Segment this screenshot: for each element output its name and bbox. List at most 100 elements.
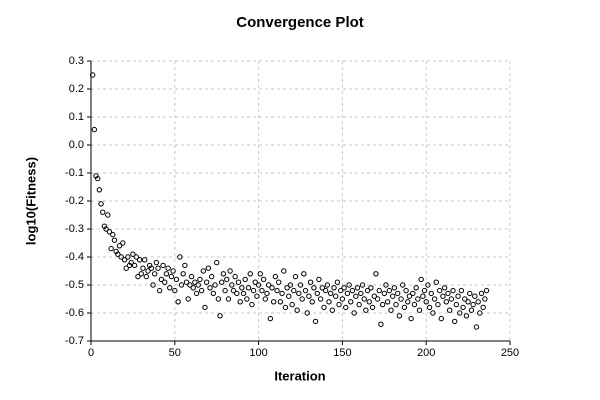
point: [395, 290, 401, 297]
point: [128, 259, 134, 266]
point: [408, 315, 414, 322]
point: [153, 259, 160, 266]
point: [448, 296, 455, 302]
point: [482, 296, 488, 302]
x-tick-label: 150: [333, 347, 351, 359]
point: [381, 290, 387, 297]
point: [316, 276, 322, 283]
point: [364, 287, 371, 294]
point: [106, 229, 113, 235]
point: [299, 296, 305, 302]
point: [89, 72, 96, 78]
point: [265, 282, 272, 288]
chart-title: Convergence Plot: [236, 14, 364, 31]
point: [227, 268, 233, 274]
point: [212, 282, 218, 288]
point: [257, 271, 263, 277]
point: [141, 257, 148, 263]
point: [478, 290, 485, 297]
point: [403, 287, 409, 294]
point: [343, 304, 349, 311]
point: [361, 296, 367, 302]
point: [98, 201, 104, 207]
point: [172, 287, 178, 294]
point: [368, 285, 374, 291]
point: [255, 282, 262, 288]
point: [455, 293, 461, 299]
point: [388, 307, 394, 313]
point: [262, 296, 269, 302]
point: [192, 279, 198, 285]
point: [143, 273, 150, 280]
point: [473, 324, 480, 330]
point: [96, 187, 103, 193]
point: [398, 296, 404, 302]
point: [116, 243, 123, 249]
point: [183, 279, 190, 285]
point: [321, 304, 327, 311]
point: [411, 301, 418, 308]
point: [130, 251, 136, 257]
point: [111, 237, 118, 243]
point: [279, 290, 285, 297]
point: [363, 307, 369, 313]
point: [140, 265, 146, 271]
point: [264, 290, 270, 297]
point: [453, 301, 460, 308]
point: [296, 290, 302, 297]
point: [225, 296, 232, 302]
point: [286, 293, 292, 299]
point: [428, 290, 434, 297]
point: [311, 285, 317, 291]
point: [110, 231, 116, 238]
point: [413, 285, 419, 291]
point: [332, 293, 339, 299]
y-axis-label: log10(Fitness): [23, 157, 38, 245]
point: [205, 265, 212, 271]
point: [401, 304, 408, 311]
point: [366, 299, 372, 305]
point: [177, 254, 183, 260]
point: [259, 287, 265, 294]
point: [125, 254, 131, 260]
point: [326, 299, 332, 305]
point: [317, 296, 324, 302]
point: [306, 293, 312, 299]
point: [339, 296, 346, 302]
point: [249, 301, 255, 308]
point: [220, 271, 227, 277]
point: [210, 290, 217, 297]
point: [418, 276, 424, 283]
point: [163, 271, 170, 277]
point: [282, 304, 289, 311]
point: [322, 287, 329, 294]
point: [463, 313, 470, 319]
point: [426, 304, 433, 311]
point: [406, 293, 413, 299]
point: [198, 287, 205, 294]
point: [281, 268, 287, 274]
point: [294, 307, 300, 313]
point: [472, 293, 478, 299]
point: [369, 304, 376, 311]
point: [131, 262, 138, 269]
point: [157, 287, 163, 294]
point: [95, 175, 101, 182]
point: [108, 245, 114, 252]
point: [319, 285, 325, 291]
point: [344, 290, 351, 297]
point: [100, 209, 106, 215]
point: [232, 273, 238, 280]
point: [291, 287, 297, 294]
point: [327, 290, 334, 297]
point: [160, 262, 166, 269]
point: [436, 287, 443, 294]
point: [175, 299, 181, 305]
point: [237, 299, 243, 305]
x-tick-label: 200: [417, 347, 435, 359]
point: [400, 282, 406, 288]
point: [151, 271, 158, 277]
point: [468, 307, 475, 313]
point: [247, 271, 253, 277]
point: [359, 282, 366, 288]
